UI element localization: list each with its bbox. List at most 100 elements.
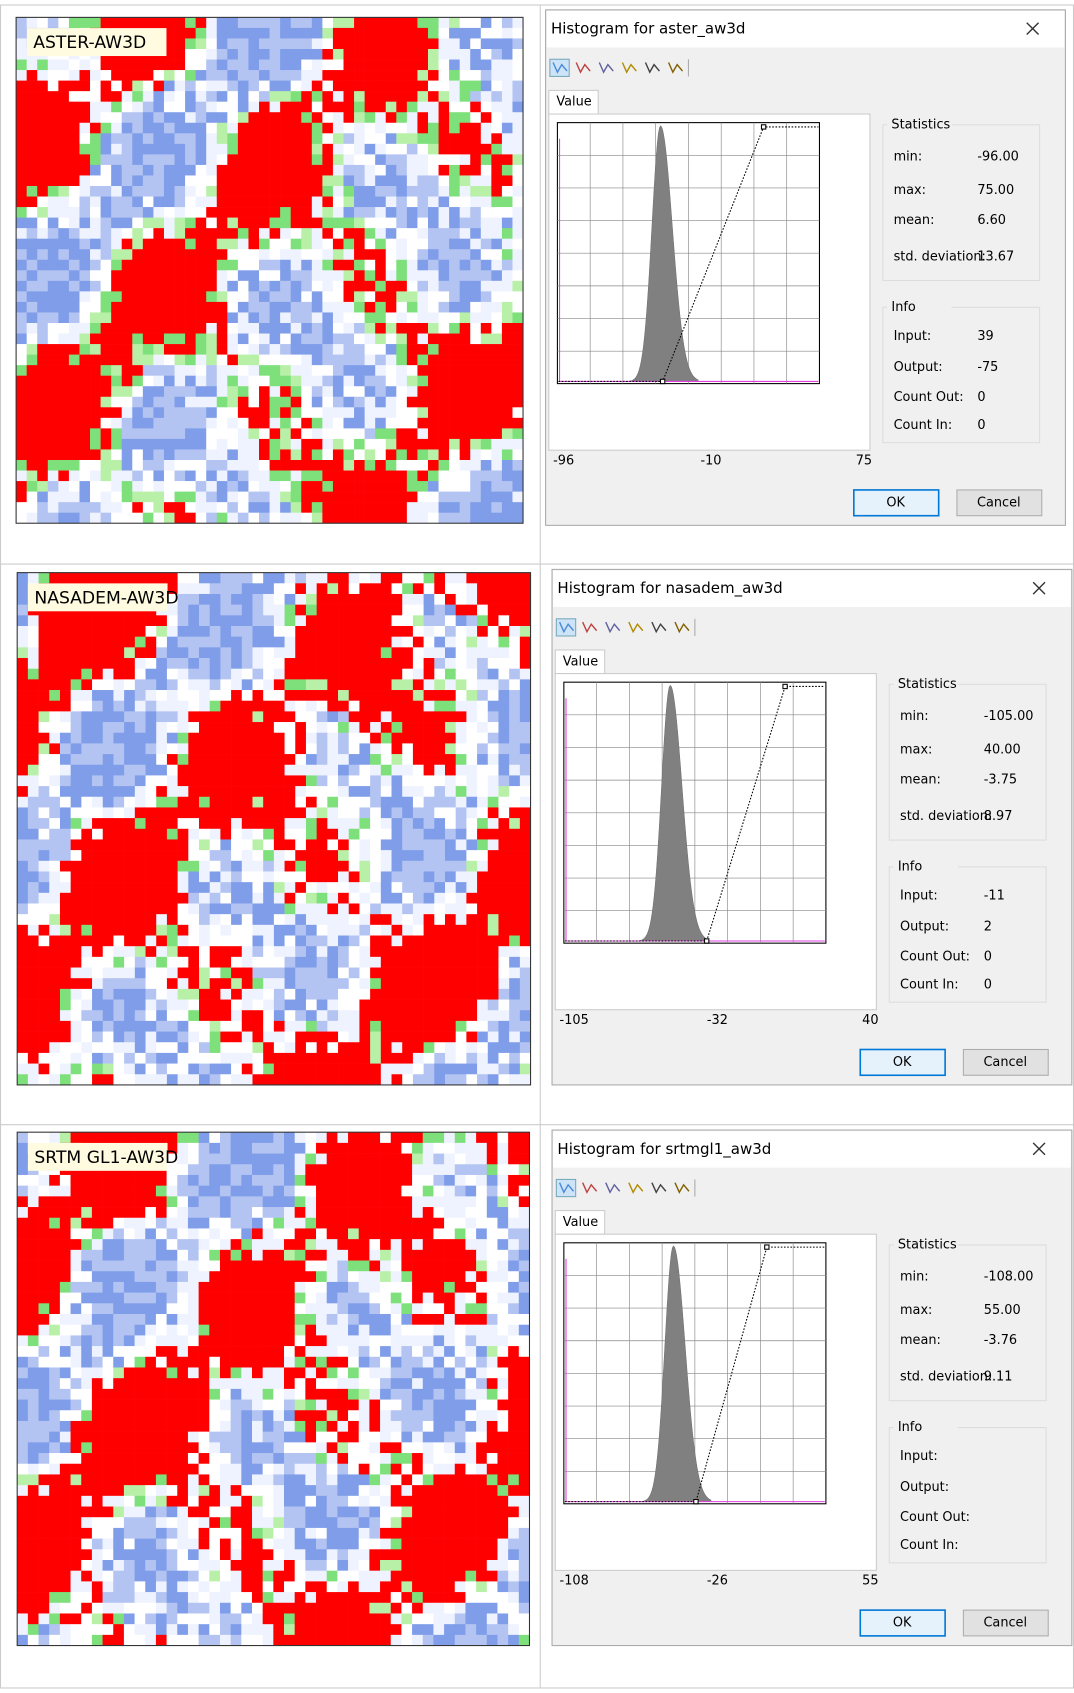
map-pixel bbox=[174, 259, 186, 271]
toolbar-icon[interactable] bbox=[628, 621, 644, 634]
map-pixel bbox=[113, 892, 125, 904]
map-pixel bbox=[58, 333, 70, 345]
map-pixel bbox=[209, 1052, 221, 1064]
map-pixel bbox=[263, 924, 275, 936]
map-pixel bbox=[70, 572, 82, 584]
toolbar-icon[interactable] bbox=[605, 621, 621, 634]
map-pixel bbox=[375, 428, 387, 440]
map-pixel bbox=[354, 122, 365, 134]
map-pixel bbox=[491, 365, 503, 377]
map-pixel bbox=[92, 892, 104, 904]
map-pixel bbox=[417, 133, 429, 145]
map-pixel bbox=[512, 449, 524, 461]
cancel-button[interactable] bbox=[956, 489, 1043, 517]
map-pixel bbox=[348, 1164, 360, 1176]
ok-button[interactable] bbox=[859, 1048, 946, 1077]
toolbar-icon[interactable] bbox=[575, 62, 591, 74]
map-pixel bbox=[316, 1074, 328, 1086]
map-pixel bbox=[121, 70, 133, 81]
close-button[interactable] bbox=[1026, 22, 1040, 36]
map-pixel bbox=[263, 839, 275, 851]
map-pixel bbox=[449, 291, 460, 303]
toolbar-icon[interactable] bbox=[644, 62, 660, 74]
toolbar-icon[interactable] bbox=[558, 621, 575, 634]
map-pixel bbox=[491, 301, 503, 313]
map-pixel bbox=[501, 280, 513, 292]
map-pixel bbox=[134, 850, 146, 862]
map-pixel bbox=[359, 1042, 371, 1054]
map-pixel bbox=[163, 280, 175, 292]
map-pixel bbox=[156, 764, 168, 776]
map-pixel bbox=[59, 658, 71, 670]
toolbar-icon[interactable] bbox=[598, 62, 614, 74]
map-pixel bbox=[216, 354, 228, 366]
toolbar-icon[interactable] bbox=[674, 621, 690, 634]
stretch-handle[interactable] bbox=[782, 683, 788, 690]
map-pixel bbox=[49, 615, 61, 627]
statistics-value: -105.00 bbox=[984, 709, 1034, 724]
map-pixel bbox=[68, 196, 80, 208]
map-pixel bbox=[434, 914, 446, 926]
map-pixel bbox=[156, 658, 168, 670]
map-pixel bbox=[295, 700, 307, 712]
map-pixel bbox=[269, 333, 281, 345]
map-pixel bbox=[343, 249, 355, 261]
map-pixel bbox=[396, 101, 408, 113]
stretch-handle[interactable] bbox=[760, 124, 767, 130]
map-pixel bbox=[248, 154, 260, 166]
map-pixel bbox=[47, 207, 59, 218]
map-pixel bbox=[359, 1063, 371, 1075]
map-pixel bbox=[134, 999, 146, 1011]
map-pixel bbox=[206, 365, 218, 377]
map-pixel bbox=[295, 1031, 307, 1043]
map-pixel bbox=[59, 967, 71, 979]
map-pixel bbox=[47, 354, 59, 366]
toolbar-icon[interactable] bbox=[651, 621, 667, 634]
map-pixel bbox=[305, 1074, 317, 1086]
stretch-handle[interactable] bbox=[704, 938, 710, 944]
map-pixel bbox=[59, 722, 71, 734]
map-pixel bbox=[396, 344, 408, 355]
map-pixel bbox=[338, 1042, 350, 1054]
close-button[interactable] bbox=[1032, 581, 1046, 595]
map-pixel bbox=[17, 988, 29, 1000]
map-pixel bbox=[375, 91, 387, 103]
map-pixel bbox=[16, 196, 27, 208]
map-pixel bbox=[487, 860, 499, 872]
map-pixel bbox=[111, 344, 123, 355]
toolbar-icon[interactable] bbox=[667, 62, 684, 74]
map-pixel bbox=[332, 207, 344, 218]
map-pixel bbox=[163, 38, 175, 50]
map-pixel bbox=[305, 946, 317, 958]
map-pixel bbox=[153, 259, 165, 271]
map-pixel bbox=[470, 59, 482, 71]
toolbar-icon[interactable] bbox=[552, 62, 568, 74]
map-pixel bbox=[348, 1174, 360, 1186]
map-pixel bbox=[241, 828, 253, 840]
map-pixel bbox=[348, 593, 360, 605]
map-pixel bbox=[512, 48, 524, 60]
ok-button[interactable] bbox=[853, 489, 940, 517]
map-pixel bbox=[402, 636, 414, 648]
map-pixel bbox=[343, 175, 355, 187]
map-pixel bbox=[70, 636, 82, 648]
map-pixel bbox=[466, 700, 478, 712]
map-pixel bbox=[512, 185, 524, 197]
map-pixel bbox=[134, 636, 146, 648]
map-pixel bbox=[402, 818, 414, 830]
map-pixel bbox=[338, 946, 350, 958]
map-pixel bbox=[316, 818, 328, 830]
map-pixel bbox=[100, 59, 112, 71]
map-pixel bbox=[102, 722, 114, 734]
info-label: Count In: bbox=[894, 418, 953, 433]
toolbar-icon[interactable] bbox=[621, 62, 637, 74]
map-pixel bbox=[343, 217, 355, 229]
map-pixel bbox=[396, 196, 408, 208]
cancel-button[interactable] bbox=[962, 1048, 1049, 1076]
map-pixel bbox=[79, 375, 91, 387]
map-pixel bbox=[477, 711, 489, 723]
stretch-handle[interactable] bbox=[659, 378, 666, 385]
map-pixel bbox=[269, 322, 281, 334]
map-pixel bbox=[487, 903, 499, 915]
toolbar-icon[interactable] bbox=[582, 621, 598, 634]
